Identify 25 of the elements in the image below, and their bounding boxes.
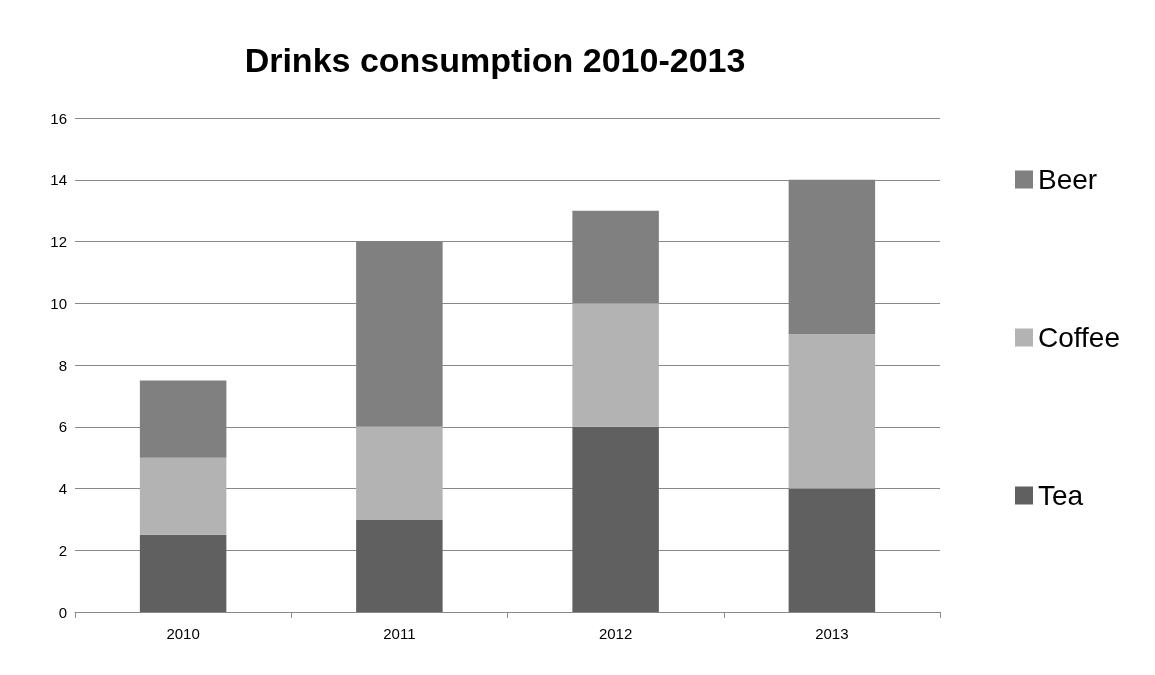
x-tick-label: 2010 xyxy=(166,625,200,642)
y-tick-label: 10 xyxy=(50,294,67,312)
bar xyxy=(572,303,659,427)
bar xyxy=(356,519,443,612)
x-tick-label: 2012 xyxy=(598,625,633,642)
bar xyxy=(572,426,659,612)
y-tick-label: 16 xyxy=(50,109,67,127)
bar xyxy=(139,534,227,612)
legend-label: Beer xyxy=(1038,164,1098,195)
x-tick-label: 2013 xyxy=(815,625,849,642)
y-tick-label: 2 xyxy=(58,541,67,559)
bar xyxy=(356,426,443,520)
y-tick-label: 8 xyxy=(58,356,67,374)
y-tick-label: 4 xyxy=(58,480,67,497)
x-tick-label: 2011 xyxy=(383,625,416,642)
y-tick-label: 0 xyxy=(58,603,67,621)
y-tick-label: 6 xyxy=(58,418,67,436)
legend-label: Tea xyxy=(1038,480,1084,511)
legend-label: Coffee xyxy=(1038,322,1121,353)
bar xyxy=(139,457,227,535)
y-tick-label: 14 xyxy=(50,171,67,189)
bar xyxy=(788,488,876,612)
chart-title: Drinks consumption 2010-2013 xyxy=(244,41,746,79)
bar xyxy=(788,334,876,489)
y-tick-label: 12 xyxy=(50,233,67,250)
